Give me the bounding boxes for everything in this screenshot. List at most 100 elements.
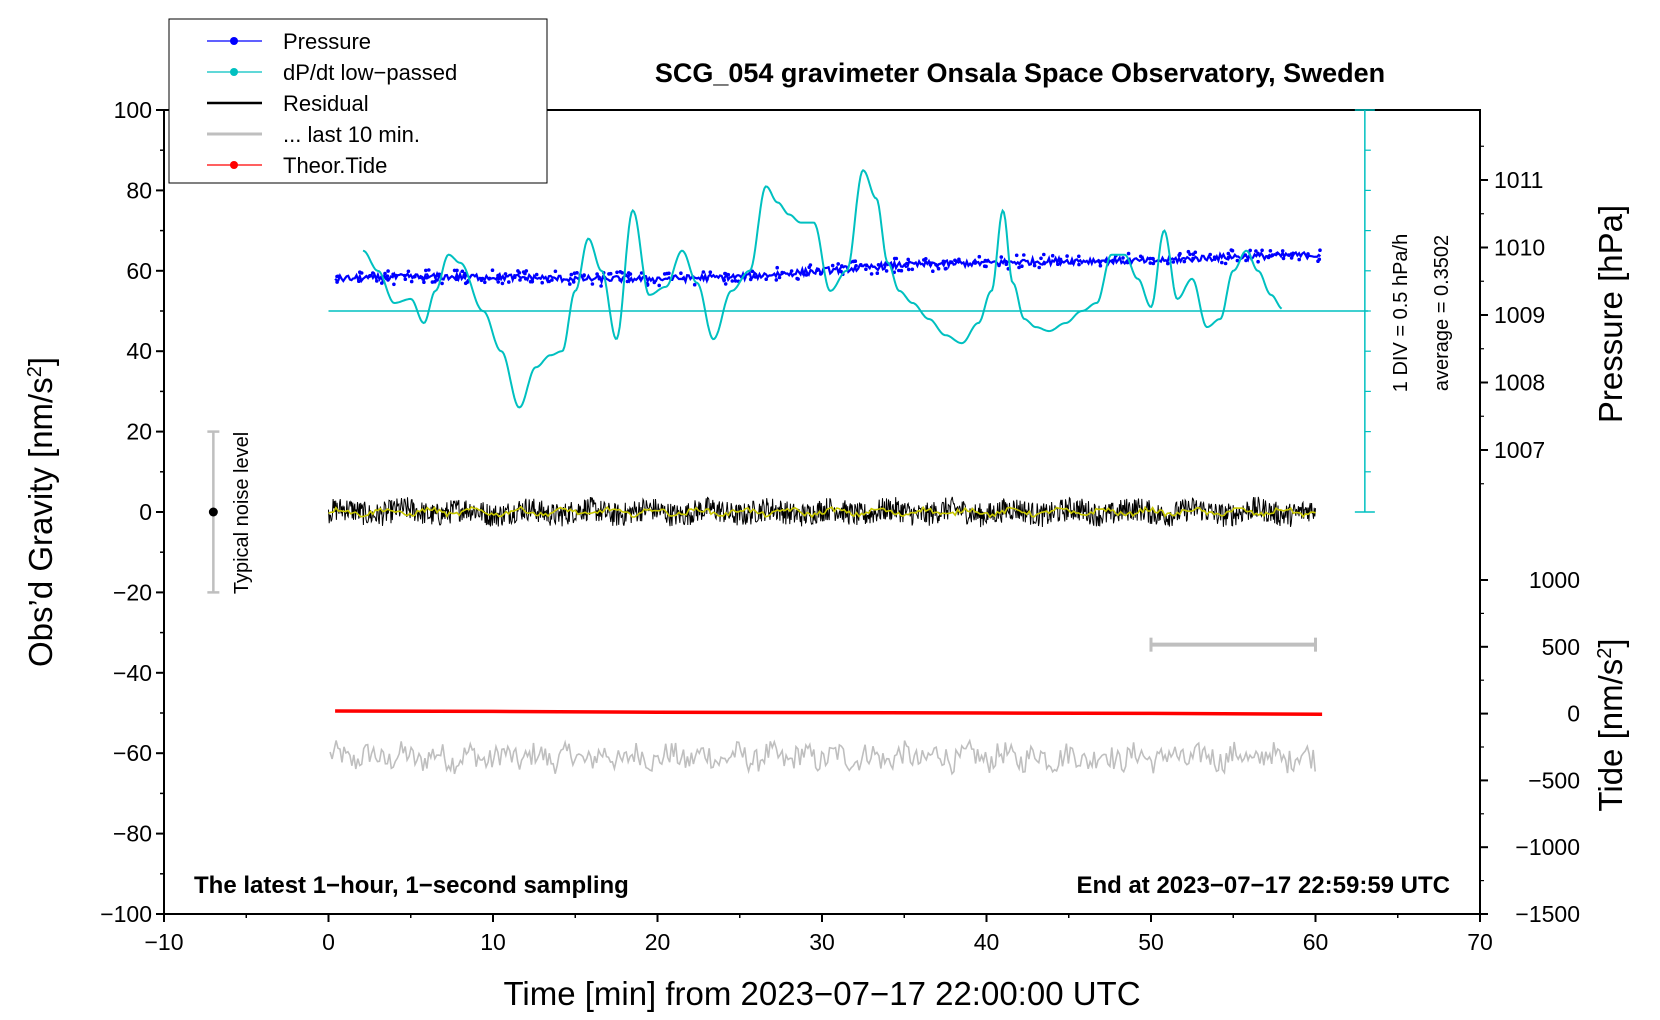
pressure-point xyxy=(359,271,364,275)
y-tick-label: −100 xyxy=(100,901,152,927)
pressure-point xyxy=(500,281,505,286)
pressure-point xyxy=(528,279,533,284)
pressure-point xyxy=(1039,256,1043,261)
pressure-point xyxy=(839,269,843,274)
pressure-point xyxy=(883,263,887,267)
pressure-point xyxy=(496,273,500,278)
tick-labels: −10 0 10 20 30 40 50 60 70100806040200−20−40−60−… xyxy=(100,97,1580,955)
pressure-point xyxy=(864,263,869,268)
pressure-point xyxy=(1316,259,1320,264)
pressure-point xyxy=(1032,263,1037,268)
pressure-point xyxy=(681,276,686,281)
series-layer xyxy=(328,109,1375,776)
legend: Pressure dP/dt low−passed Residual ... last… xyxy=(168,18,548,184)
pressure-point xyxy=(422,280,426,285)
pressure-point xyxy=(1193,250,1198,255)
pressure-point xyxy=(985,259,990,263)
series-residual xyxy=(328,496,1316,528)
pressure-point xyxy=(386,278,390,282)
pressure-point xyxy=(402,273,407,278)
series-dpdt-low-passed xyxy=(362,169,1283,409)
pressure-point xyxy=(722,278,726,283)
pressure-point xyxy=(568,282,572,286)
pressure-point xyxy=(764,277,768,282)
pressure-point xyxy=(403,277,408,282)
tide-tick-label: 0 xyxy=(1567,701,1580,727)
pressure-point xyxy=(1042,252,1046,257)
pressure-point xyxy=(496,280,501,284)
pressure-point xyxy=(618,278,622,282)
pressure-point xyxy=(905,261,909,266)
pressure-point xyxy=(1151,261,1156,266)
pressure-point xyxy=(701,270,706,274)
pressure-point xyxy=(1148,261,1153,265)
legend-label: dP/dt low−passed xyxy=(283,60,457,85)
pressure-point xyxy=(1243,253,1248,257)
pressure-point xyxy=(375,279,379,283)
x-tick-label: 50 xyxy=(1138,929,1164,955)
axis-ticks xyxy=(156,109,1488,922)
pressure-point xyxy=(418,275,423,280)
pressure-point xyxy=(705,277,709,282)
y-label-left-main: Obs’d Gravity [nm/s xyxy=(22,377,59,667)
pressure-point xyxy=(1186,249,1191,254)
pressure-point xyxy=(1097,259,1101,263)
legend-marker xyxy=(230,37,238,45)
pressure-point xyxy=(1042,261,1046,266)
pressure-point xyxy=(1058,257,1063,262)
y-tick-label: −60 xyxy=(113,740,152,766)
pressure-point xyxy=(409,279,414,284)
pressure-point xyxy=(1065,254,1069,258)
pressure-point xyxy=(1297,257,1301,262)
pressure-point xyxy=(424,275,429,280)
pressure-point xyxy=(1226,251,1231,256)
pressure-point xyxy=(1014,253,1019,258)
pressure-point xyxy=(487,277,492,281)
pressure-point xyxy=(507,280,511,284)
y-axis-label-left: Obs’d Gravity [nm/s2] xyxy=(22,357,59,667)
pressure-point xyxy=(599,284,603,288)
pressure-point xyxy=(595,272,599,276)
y-tick-label: 40 xyxy=(126,338,152,364)
pressure-point xyxy=(1208,252,1212,257)
div-annotation: 1 DIV = 0.5 hPa/h xyxy=(1390,234,1412,392)
pressure-point xyxy=(380,281,384,285)
series-theor-tide xyxy=(335,709,1323,716)
pressure-point xyxy=(540,280,544,285)
pressure-point xyxy=(973,261,977,265)
pressure-point xyxy=(1077,254,1081,259)
pressure-point xyxy=(859,263,863,267)
tide-tick-label: 500 xyxy=(1542,634,1580,660)
pressure-point xyxy=(789,269,794,273)
pressure-point xyxy=(924,257,928,261)
pressure-point xyxy=(1270,253,1275,257)
noise-level-point xyxy=(208,507,218,517)
pressure-point xyxy=(1235,258,1240,263)
pressure-point xyxy=(463,271,467,276)
pressure-point xyxy=(953,258,957,263)
pressure-point xyxy=(775,265,779,270)
pressure-point xyxy=(335,280,339,284)
pressure-point xyxy=(523,277,528,281)
pressure-point xyxy=(1148,256,1153,261)
pressure-tick-label: 1011 xyxy=(1494,167,1543,193)
y-label-tide-sup: 2 xyxy=(1594,648,1616,659)
pressure-point xyxy=(892,256,897,261)
x-tick-label: −10 xyxy=(144,929,183,955)
series-last-10-min xyxy=(329,738,1316,776)
pressure-point xyxy=(1291,251,1295,256)
tide-tick-label: −1000 xyxy=(1515,834,1580,860)
pressure-point xyxy=(1281,256,1286,261)
x-axis-label: Time [min] from 2023−07−17 22:00:00 UTC xyxy=(503,975,1140,1012)
pressure-point xyxy=(1260,248,1264,253)
pressure-point xyxy=(854,264,858,268)
pressure-point xyxy=(899,268,904,273)
pressure-point xyxy=(524,269,529,273)
pressure-point xyxy=(1318,248,1322,252)
legend-box xyxy=(168,18,548,184)
pressure-point xyxy=(424,268,428,273)
pressure-point xyxy=(733,279,738,283)
pressure-point xyxy=(1020,264,1024,269)
pressure-tick-label: 1007 xyxy=(1494,437,1545,463)
